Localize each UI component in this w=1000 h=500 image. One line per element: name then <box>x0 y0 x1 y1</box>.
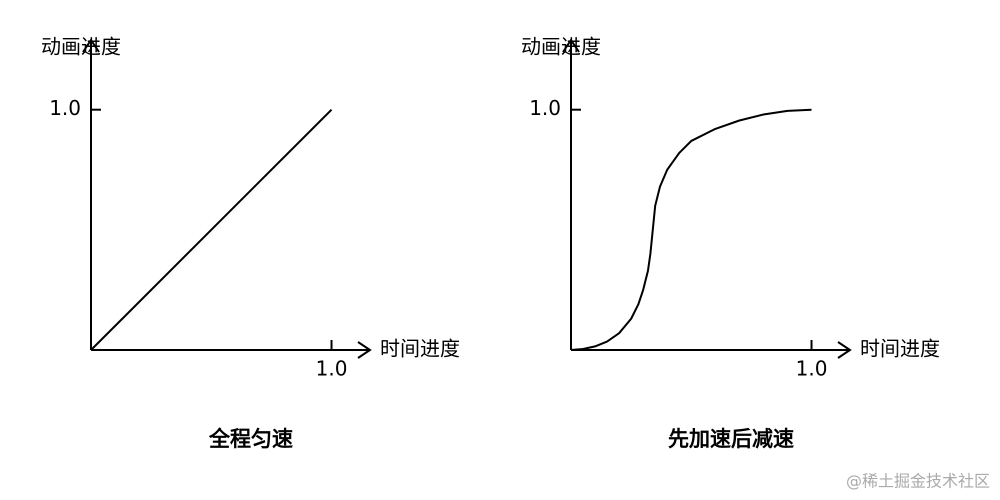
curve <box>90 108 333 351</box>
y-axis-arrow <box>562 38 580 53</box>
y-tick-label: 1.0 <box>49 96 81 120</box>
x-tick-label: 1.0 <box>796 357 828 381</box>
watermark: @稀土掘金技术社区 <box>846 472 990 491</box>
y-axis-label: 动画进度 <box>521 35 601 59</box>
x-axis-arrow <box>837 341 852 359</box>
y-axis-arrow <box>82 38 100 53</box>
y-axis-label: 动画进度 <box>41 35 121 59</box>
y-tick-label: 1.0 <box>529 96 561 120</box>
x-axis-arrow <box>357 341 372 359</box>
chart-title: 先加速后减速 <box>668 427 794 451</box>
x-tick-label: 1.0 <box>316 357 348 381</box>
chart-title: 全程匀速 <box>208 427 293 451</box>
x-axis-label: 时间进度 <box>380 337 460 361</box>
x-axis-label: 时间进度 <box>860 337 940 361</box>
curve <box>570 108 812 351</box>
